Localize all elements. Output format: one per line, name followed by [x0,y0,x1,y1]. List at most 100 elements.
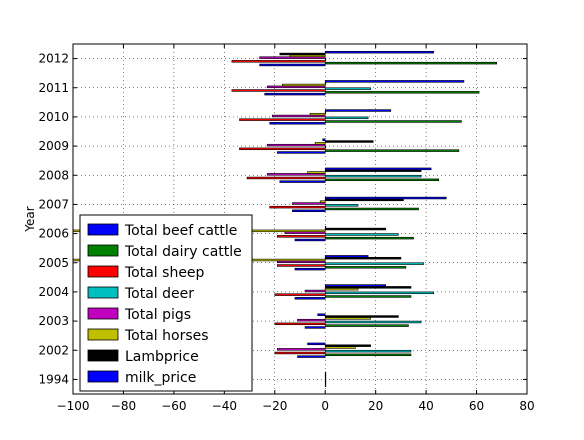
x-tick-label: 80 [519,399,534,413]
bar [239,118,326,121]
legend-swatch [87,370,119,383]
y-tick-label: 2005 [38,256,69,270]
bar [324,262,424,265]
legend-label: Lambprice [125,349,199,365]
bar [322,138,326,141]
bar [324,120,462,123]
y-axis-label: Year [23,206,37,232]
x-tick-label: 20 [368,399,383,413]
bar [324,204,359,207]
bar [324,344,371,347]
bar [307,171,326,174]
bar [294,297,326,300]
bar [324,50,434,54]
legend-label: Total sheep [124,265,205,281]
bar [276,264,326,267]
bar [304,289,326,293]
bar [231,89,326,92]
bar [324,149,460,152]
legend-box [79,214,253,392]
bar [276,348,326,351]
legend-label: Total beef cattle [124,223,237,239]
legend-label: milk_price [125,370,196,386]
bar [324,324,409,327]
bar [307,342,326,346]
x-tick-label: −100 [57,399,90,413]
legend-swatch [87,349,119,362]
x-tick-labels: −100 −80 −60 −40 −20 0 20 40 60 80 [57,399,535,413]
bar [324,284,387,287]
bar [324,371,327,375]
bar [324,61,498,65]
y-tick-label: 2006 [38,227,69,241]
y-tick-label: 2002 [38,343,69,357]
y-tick-label: 2008 [38,168,69,182]
legend-label: Total pigs [124,307,191,323]
bar [282,83,326,87]
y-tick-label: 2007 [38,197,69,211]
bar [324,174,422,178]
bar [259,63,326,67]
bar [324,80,465,83]
bar [324,353,412,357]
bar [274,322,326,326]
bar [324,167,432,171]
bar [324,225,327,229]
bar [324,116,369,120]
bar [324,320,422,324]
bar [324,140,374,143]
legend-label: Total horses [124,328,209,344]
bar [324,349,412,353]
bar [266,173,326,176]
bar [292,202,326,205]
x-tick-label: −60 [161,399,186,413]
legend-swatch [87,265,119,278]
bar [269,205,326,209]
bar [231,60,326,63]
y-tick-label: 2010 [38,110,69,124]
bar [324,255,369,258]
bar [324,315,399,318]
bar [324,91,480,94]
bar [239,147,326,151]
bar [324,87,371,90]
bar [292,209,326,213]
bar [271,114,326,118]
y-tick-label: 2004 [38,285,69,299]
bar [309,112,326,116]
bar [297,318,326,322]
bar [314,142,326,145]
bar [274,351,326,355]
y-tick-label: 2003 [38,314,69,328]
bar [319,200,326,203]
bar [266,143,326,147]
bar [324,178,440,182]
bar [294,267,326,271]
bar [246,176,326,180]
bar [264,92,326,96]
bar [279,52,326,56]
x-tick-label: 0 [321,399,329,413]
bar [276,151,326,154]
bar [324,109,392,112]
legend-swatch [87,223,119,236]
y-tick-label: 2011 [38,81,69,95]
bar [324,196,447,200]
legend-label: Total dairy cattle [124,244,242,260]
bar [274,293,326,296]
x-tick-label: 60 [469,399,484,413]
y-tick-label: 2009 [38,139,69,153]
plot-frame [72,43,528,395]
y-tick-labels: 1994 2002 2003 2004 2005 2006 2007 2008 2009 2010… [38,52,69,387]
bar [324,227,387,231]
bar [304,326,326,329]
bar [324,266,407,269]
legend-label: Total deer [124,286,194,302]
y-tick-label: 1994 [38,372,69,386]
legend-swatch [87,328,119,341]
bar [324,236,414,240]
x-tick-label: −40 [212,399,237,413]
legend: Total beef cattle Total dairy cattle Total… [79,214,253,392]
legend-swatch [87,244,119,257]
